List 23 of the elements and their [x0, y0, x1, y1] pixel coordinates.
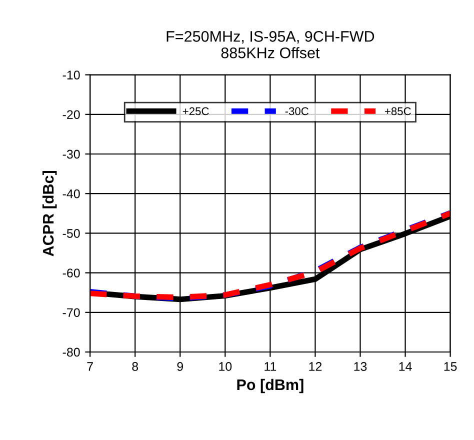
y-tick-label: -10	[62, 70, 80, 80]
y-axis-title: ACPR [dBc]	[42, 170, 57, 256]
x-tick-label: 7	[87, 362, 93, 371]
y-tick-label: -80	[62, 348, 80, 357]
x-tick-label: 11	[264, 362, 276, 371]
x-tick-label: 15	[444, 362, 457, 371]
y-tick-label: -70	[62, 308, 80, 318]
y-tick-label: -40	[62, 189, 80, 198]
x-tick-label: 12	[309, 362, 322, 371]
x-tick-label: 8	[132, 362, 138, 371]
legend-label: +25C	[182, 107, 209, 116]
x-tick-label: 10	[219, 362, 232, 371]
x-axis-title: Po [dBm]	[237, 378, 304, 394]
y-tick-label: -20	[62, 110, 80, 120]
legend-label: +85C	[384, 107, 411, 116]
x-tick-label: 14	[399, 362, 412, 371]
legend-label: -30C	[285, 107, 308, 116]
y-tick-label: -30	[62, 150, 80, 159]
x-tick-label: 9	[177, 362, 184, 371]
y-tick-label: -50	[62, 229, 80, 238]
x-tick-label: 13	[354, 362, 367, 371]
chart-title: F=250MHz, IS-95A, 9CH-FWD 885KHz Offset	[166, 31, 374, 58]
y-tick-label: -60	[62, 268, 80, 278]
